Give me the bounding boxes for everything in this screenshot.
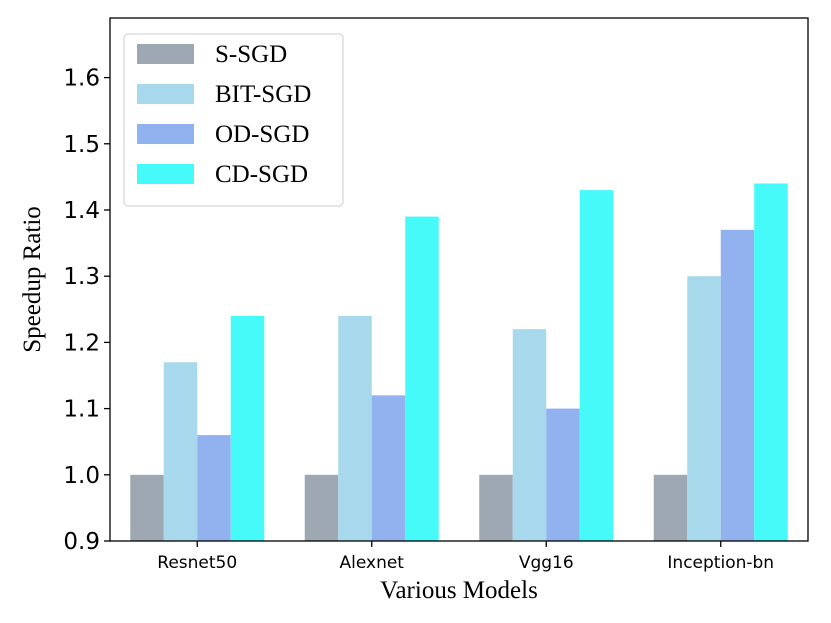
y-tick-label: 1.5 — [63, 132, 100, 158]
bar-bit-sgd-alexnet — [338, 315, 372, 541]
plot-frame — [109, 17, 809, 542]
y-axis-label: Speedup Ratio — [19, 206, 46, 353]
legend-swatch-s-sgd — [137, 44, 194, 64]
x-tick-label: Inception-bn — [667, 553, 774, 573]
bar-bit-sgd-resnet50 — [163, 362, 198, 541]
y-tick-label: 1.6 — [63, 66, 100, 92]
legend-label-od-sgd: OD-SGD — [215, 121, 309, 148]
y-tick-label: 1.2 — [63, 330, 100, 356]
bars-layer — [130, 183, 788, 542]
bar-od-sgd-vgg16 — [546, 408, 580, 541]
y-tick-label: 1.3 — [63, 264, 100, 290]
bar-od-sgd-alexnet — [371, 395, 406, 541]
x-axis-label: Various Models — [380, 577, 538, 604]
legend-label-cd-sgd: CD-SGD — [215, 161, 308, 188]
legend: S-SGD BIT-SGD OD-SGD CD-SGD — [123, 33, 344, 207]
y-tick-label: 1.1 — [63, 397, 100, 423]
x-axis: Resnet50 Alexnet Vgg16 Inception-bn — [157, 541, 774, 573]
bar-cd-sgd-resnet50 — [230, 315, 265, 541]
bar-od-sgd-inception-bn — [720, 229, 755, 541]
bar-s-sgd-alexnet — [304, 474, 339, 541]
bar-bit-sgd-vgg16 — [512, 329, 547, 541]
legend-swatch-cd-sgd — [137, 164, 194, 184]
x-tick-label: Alexnet — [340, 553, 405, 573]
y-tick-label: 1.0 — [63, 463, 100, 489]
bar-bit-sgd-inception-bn — [687, 276, 721, 541]
legend-box — [123, 33, 344, 207]
bar-cd-sgd-inception-bn — [754, 183, 788, 541]
bar-s-sgd-inception-bn — [653, 474, 688, 541]
bar-cd-sgd-vgg16 — [579, 190, 614, 541]
legend-swatch-bit-sgd — [137, 84, 194, 104]
bar-cd-sgd-alexnet — [405, 216, 439, 542]
bar-s-sgd-vgg16 — [479, 474, 513, 541]
legend-swatch-od-sgd — [137, 124, 194, 144]
bar-s-sgd-resnet50 — [130, 474, 164, 541]
bar-od-sgd-resnet50 — [197, 435, 231, 541]
x-tick-label: Resnet50 — [157, 553, 237, 573]
legend-label-s-sgd: S-SGD — [215, 41, 287, 68]
x-tick-label: Vgg16 — [519, 553, 574, 573]
legend-label-bit-sgd: BIT-SGD — [215, 81, 311, 108]
y-tick-label: 0.9 — [63, 529, 100, 555]
y-axis: 0.9 1.0 1.1 1.2 1.3 1.4 1.5 1.6 — [63, 66, 110, 555]
y-tick-label: 1.4 — [63, 198, 100, 224]
